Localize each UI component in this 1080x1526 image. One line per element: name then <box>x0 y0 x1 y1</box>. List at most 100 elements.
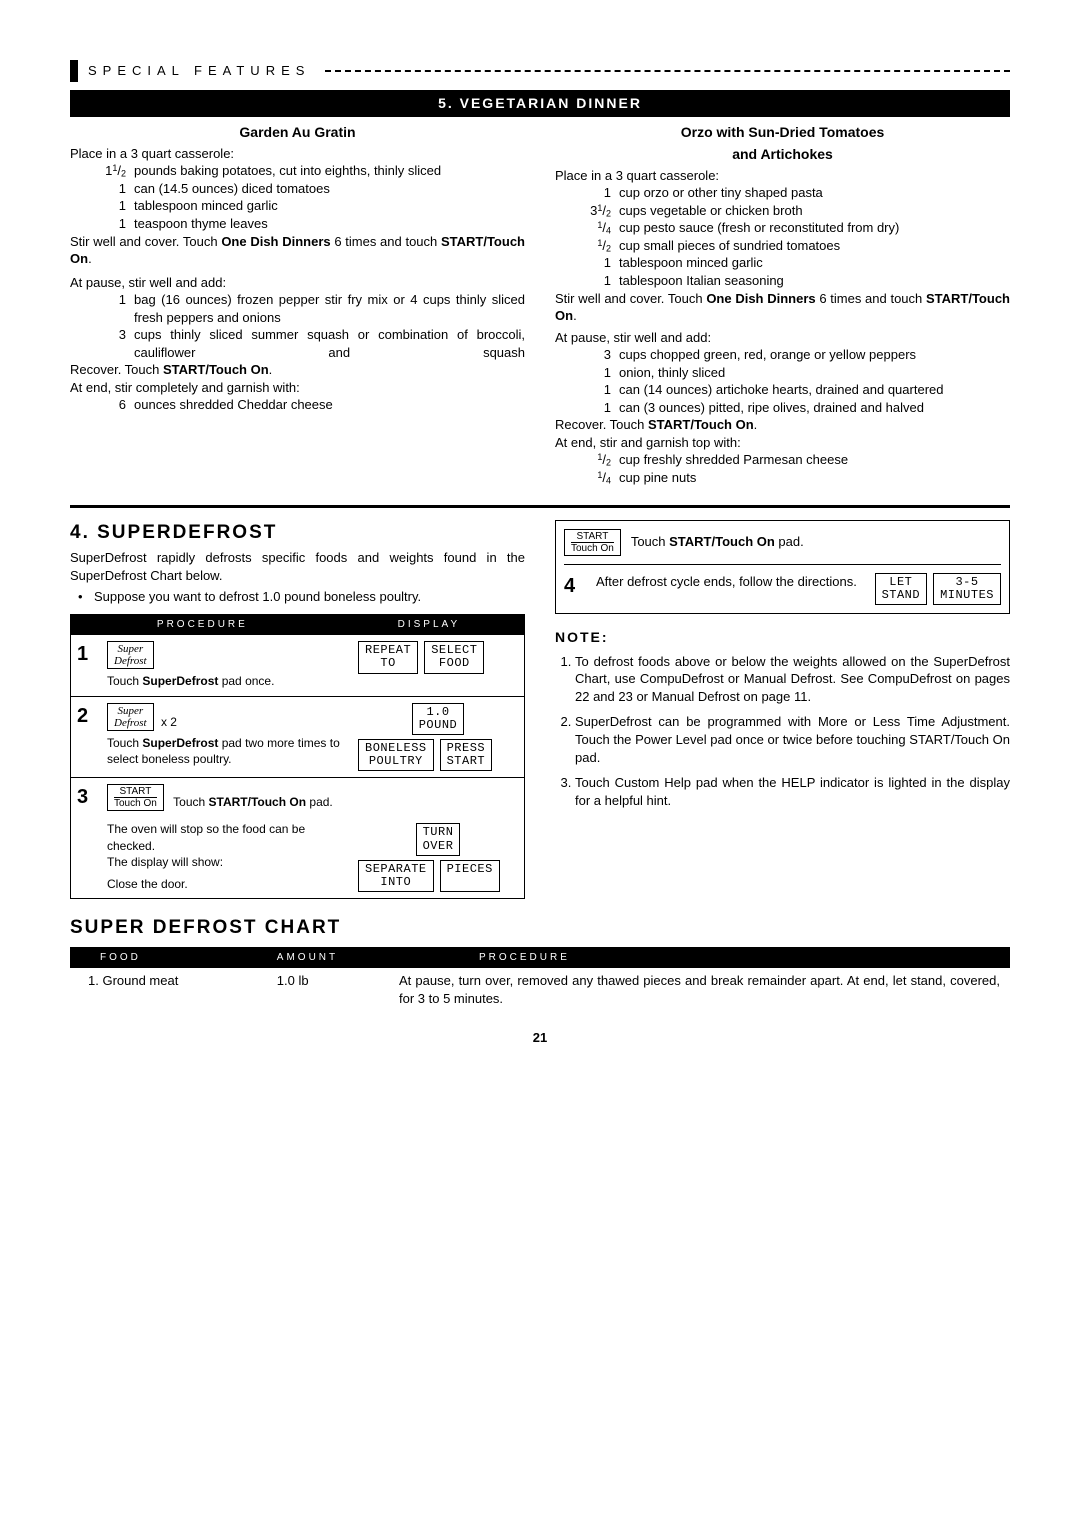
th-display: DISPLAY <box>334 618 524 632</box>
t: pad. <box>306 795 333 809</box>
start-touch-on-button[interactable]: STARTTouch On <box>107 784 164 811</box>
t: Touch <box>631 534 669 549</box>
display-box: REPEATTO <box>358 641 418 673</box>
t: . <box>573 308 577 323</box>
step-text: After defrost cycle ends, follow the dir… <box>596 573 865 591</box>
ing-desc: can (14.5 ounces) diced tomatoes <box>134 180 525 198</box>
chart-procedure: At pause, turn over, removed any thawed … <box>399 972 1010 1007</box>
ing-qty: 1 <box>100 180 134 198</box>
th-amount: AMOUNT <box>277 951 399 965</box>
step-number: 1 <box>77 641 99 689</box>
step-left: STARTTouch On Touch START/Touch On pad. … <box>107 784 350 892</box>
section-divider <box>70 505 1010 508</box>
start-touch-on-button[interactable]: STARTTouch On <box>564 529 621 556</box>
recipe-title: Garden Au Gratin <box>70 123 525 142</box>
ingredient-list: 3cups chopped green, red, orange or yell… <box>555 346 1010 416</box>
ing-desc: can (14 ounces) artichoke hearts, draine… <box>619 381 1010 399</box>
ing-qty: 3 <box>100 326 134 361</box>
recipe-title: Orzo with Sun-Dried Tomatoes <box>555 123 1010 142</box>
superdefrost-right: STARTTouch On Touch START/Touch On pad. … <box>555 520 1010 900</box>
procedure-step: 3 STARTTouch On Touch START/Touch On pad… <box>71 777 524 898</box>
display-box: BONELESSPOULTRY <box>358 739 434 771</box>
step-left: SuperDefrost x 2 Touch SuperDefrost pad … <box>107 703 350 772</box>
ingredient-list: 11/2pounds baking potatoes, cut into eig… <box>70 162 525 232</box>
display-box: SEPARATEINTO <box>358 860 434 892</box>
ing-desc: cups vegetable or chicken broth <box>619 202 1010 220</box>
ing-qty: 1 <box>100 291 134 326</box>
step-left: SuperDefrost Touch SuperDefrost pad once… <box>107 641 350 689</box>
header-label: SPECIAL FEATURES <box>88 62 310 80</box>
t: . <box>269 362 273 377</box>
recipe-pause: At pause, stir well and add: <box>555 329 1010 347</box>
ing-qty: 1 <box>585 364 619 382</box>
note-list: To defrost foods above or below the weig… <box>555 653 1010 809</box>
superdefrost-intro: SuperDefrost rapidly defrosts specific f… <box>70 549 525 584</box>
step-body: Close the door. <box>107 876 350 892</box>
recipe-title: and Artichokes <box>555 145 1010 164</box>
display-box: 1.0POUND <box>412 703 465 735</box>
t: Super <box>117 705 143 717</box>
ing-qty: 6 <box>100 396 134 414</box>
recipe-instruction: Stir well and cover. Touch One Dish Dinn… <box>555 290 1010 325</box>
step-text: Touch SuperDefrost pad two more times to… <box>107 735 350 767</box>
ing-qty: 1 <box>100 197 134 215</box>
note-item: SuperDefrost can be programmed with More… <box>575 713 1010 766</box>
superdefrost-left: 4. SUPERDEFROST SuperDefrost rapidly def… <box>70 520 525 900</box>
ing-desc: cup pine nuts <box>619 469 1010 487</box>
ing-desc: ounces shredded Cheddar cheese <box>134 396 525 414</box>
ing-desc: cup orzo or other tiny shaped pasta <box>619 184 1010 202</box>
section-heading: 4. SUPERDEFROST <box>70 520 525 546</box>
ing-qty: 1 <box>585 399 619 417</box>
section-banner: 5. VEGETARIAN DINNER <box>70 90 1010 117</box>
t: 6 times and touch <box>331 234 441 249</box>
bullet-item: • Suppose you want to defrost 1.0 pound … <box>78 588 525 606</box>
procedure-step: 4 After defrost cycle ends, follow the d… <box>564 573 1001 605</box>
ingredient-list: 6ounces shredded Cheddar cheese <box>70 396 525 414</box>
ingredient-list: 1cup orzo or other tiny shaped pasta 31/… <box>555 184 1010 289</box>
step-body: The oven will stop so the food can be ch… <box>107 821 350 853</box>
t: Recover. Touch <box>555 417 648 432</box>
t: START <box>576 531 608 542</box>
ing-desc: tablespoon minced garlic <box>619 254 1010 272</box>
super-defrost-button[interactable]: SuperDefrost <box>107 641 154 669</box>
t: START/Touch On <box>669 534 775 549</box>
page-number: 21 <box>70 1029 1010 1047</box>
t: START/Touch On <box>209 795 307 809</box>
ing-qty: 1 <box>585 381 619 399</box>
t: Touch On <box>571 542 614 554</box>
ing-desc: cup freshly shredded Parmesan cheese <box>619 451 1010 469</box>
step-body: The display will show: <box>107 854 350 870</box>
bullet-icon: • <box>78 588 94 606</box>
recipe-pause: At pause, stir well and add: <box>70 274 525 292</box>
ing-qty: 3 <box>585 346 619 364</box>
step-text: Touch START/Touch On pad. <box>631 533 804 551</box>
display-box: SELECTFOOD <box>424 641 484 673</box>
t: Touch On <box>114 797 157 809</box>
ing-desc: can (3 ounces) pitted, ripe olives, drai… <box>619 399 1010 417</box>
chart-row: 1. Ground meat 1.0 lb At pause, turn ove… <box>70 968 1010 1011</box>
recipe-end: At end, stir completely and garnish with… <box>70 379 525 397</box>
super-defrost-button[interactable]: SuperDefrost <box>107 703 154 731</box>
ing-qty: 1 <box>585 184 619 202</box>
header-bar-icon <box>70 60 78 82</box>
ing-desc: tablespoon minced garlic <box>134 197 525 215</box>
recipe-recover: Recover. Touch START/Touch On. <box>555 416 1010 434</box>
t: Recover. Touch <box>70 362 163 377</box>
procedure-step: 2 SuperDefrost x 2 Touch SuperDefrost pa… <box>71 696 524 778</box>
t: SuperDefrost <box>142 736 218 750</box>
display-box: TURNOVER <box>416 823 461 855</box>
ing-qty: 11/2 <box>100 162 134 180</box>
t: Super <box>117 643 143 655</box>
ing-desc: teaspoon thyme leaves <box>134 215 525 233</box>
step-display: TURNOVER SEPARATEINTO PIECES <box>358 784 518 892</box>
t: Stir well and cover. Touch <box>555 291 706 306</box>
ing-qty: 1 <box>585 272 619 290</box>
display-box: PRESSSTART <box>440 739 493 771</box>
t: START/Touch On <box>163 362 269 377</box>
t: SuperDefrost <box>142 674 218 688</box>
ing-desc: cups chopped green, red, orange or yello… <box>619 346 1010 364</box>
procedure-step: 1 SuperDefrost Touch SuperDefrost pad on… <box>71 634 524 695</box>
ing-desc: bag (16 ounces) frozen pepper stir fry m… <box>134 291 525 326</box>
ing-desc: cups thinly sliced summer squash or comb… <box>134 326 525 361</box>
ing-qty: 1 <box>100 215 134 233</box>
